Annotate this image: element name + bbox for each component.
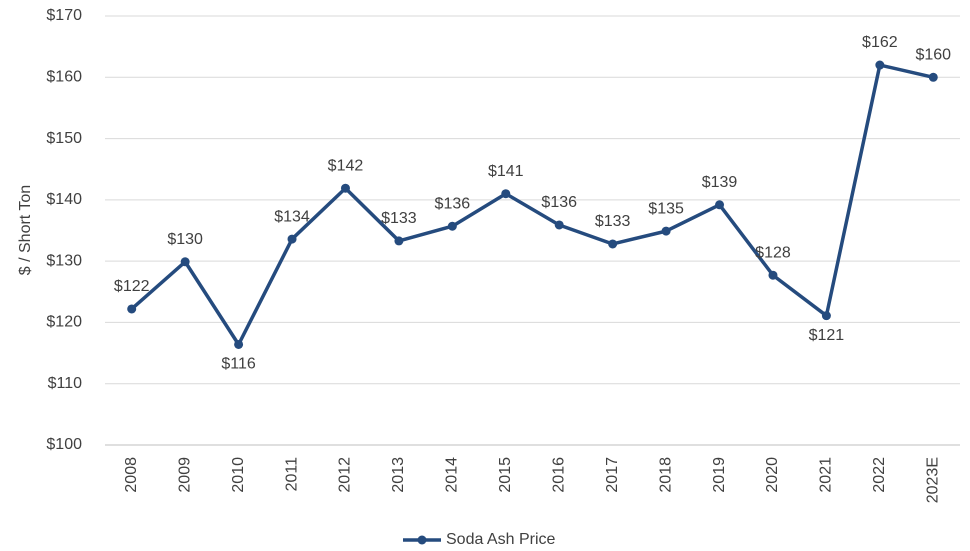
- data-point: [394, 236, 404, 246]
- data-point: [715, 200, 725, 210]
- data-label: $136: [541, 194, 577, 211]
- data-label: $160: [915, 47, 951, 64]
- legend-marker: [417, 535, 427, 545]
- data-label: $130: [167, 231, 203, 248]
- y-tick-label: $170: [46, 7, 82, 24]
- data-label: $134: [274, 208, 310, 225]
- y-tick-label: $130: [46, 252, 82, 269]
- data-point: [234, 339, 244, 349]
- data-label: $141: [488, 163, 524, 180]
- x-tick-label: 2009: [176, 457, 193, 493]
- x-tick-label: 2016: [550, 457, 567, 493]
- x-tick-label: 2013: [390, 457, 407, 493]
- x-tick-label: 2018: [657, 457, 674, 493]
- data-label: $116: [221, 356, 256, 373]
- series-line: [130, 63, 934, 347]
- data-point: [661, 226, 671, 236]
- x-tick-label: 2022: [871, 457, 888, 493]
- x-tick-label: 2008: [123, 457, 140, 493]
- x-tick-label: 2019: [711, 457, 728, 493]
- x-tick-label: 2015: [497, 457, 514, 493]
- data-label: $121: [809, 327, 845, 344]
- data-label: $136: [435, 195, 471, 212]
- data-label: $133: [595, 213, 631, 230]
- data-point: [875, 60, 885, 70]
- data-label: $142: [328, 157, 364, 174]
- data-point: [554, 220, 564, 230]
- y-tick-label: $110: [48, 375, 83, 392]
- x-tick-label: 2021: [818, 457, 835, 493]
- data-label: $128: [755, 244, 791, 261]
- data-label: $122: [114, 278, 150, 295]
- y-tick-label: $150: [46, 130, 82, 147]
- data-label: $135: [648, 200, 684, 217]
- data-label: $162: [862, 34, 898, 51]
- data-label: $139: [702, 174, 738, 191]
- y-axis-label: $ / Short Ton: [17, 185, 34, 275]
- data-point: [127, 304, 137, 314]
- x-tick-label: 2023E: [925, 457, 942, 503]
- legend-label: Soda Ash Price: [446, 531, 556, 548]
- data-label: $133: [381, 210, 417, 227]
- x-tick-label: 2012: [337, 457, 354, 493]
- data-point: [287, 234, 297, 244]
- y-tick-label: $120: [46, 314, 82, 331]
- data-point: [340, 183, 350, 193]
- data-point: [768, 270, 778, 280]
- x-tick-label: 2014: [444, 457, 461, 493]
- data-point: [821, 311, 831, 321]
- data-point: [928, 72, 938, 82]
- y-tick-label: $140: [46, 191, 82, 208]
- y-tick-label: $100: [46, 436, 82, 453]
- x-tick-label: 2010: [230, 457, 247, 493]
- data-point: [501, 189, 511, 199]
- x-tick-label: 2020: [764, 457, 781, 493]
- x-tick-label: 2017: [604, 457, 621, 493]
- x-tick-label: 2011: [283, 457, 300, 492]
- data-point: [608, 239, 618, 249]
- data-point: [180, 257, 190, 267]
- data-point: [447, 221, 457, 231]
- y-tick-label: $160: [46, 69, 82, 86]
